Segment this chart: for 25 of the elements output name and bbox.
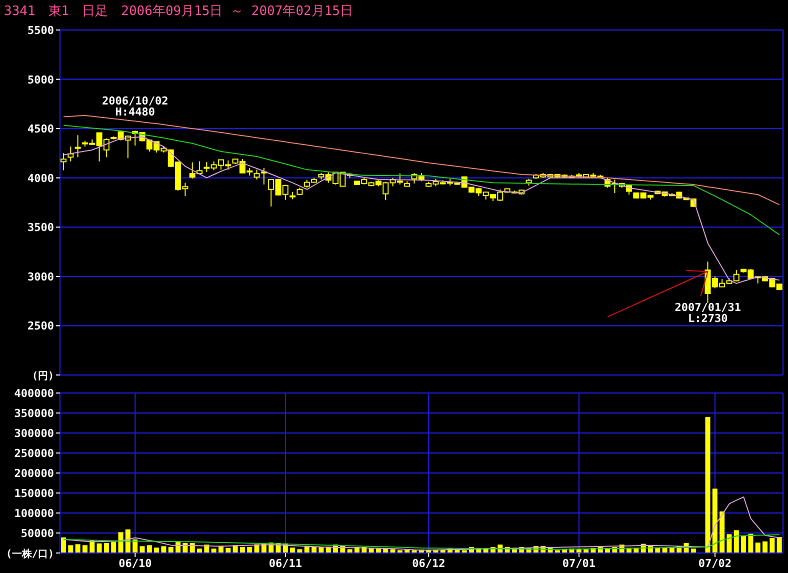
y-tick-label: 50000 xyxy=(20,527,54,540)
y-tick-label: (円) xyxy=(32,371,54,382)
y-tick-label: 350000 xyxy=(14,407,54,420)
x-tick-label: 06/11 xyxy=(268,556,302,570)
y-tick-label: 150000 xyxy=(14,487,54,500)
y-tick-label: 2500 xyxy=(28,320,54,333)
annotation: 2006/10/02 H:4480 xyxy=(102,94,168,119)
y-tick-label: 4000 xyxy=(28,172,54,185)
y-tick-label: 3500 xyxy=(28,221,54,234)
y-tick-label: 250000 xyxy=(14,447,54,460)
y-tick-label: 4500 xyxy=(28,122,54,136)
y-tick-label: 5500 xyxy=(28,24,54,37)
y-tick-label: 100000 xyxy=(14,507,54,520)
y-tick-label: 400000 xyxy=(14,387,54,400)
y-tick-label: 300000 xyxy=(14,427,54,440)
x-tick-label: 07/02 xyxy=(698,556,732,570)
x-tick-label: 07/01 xyxy=(562,556,596,570)
y-tick-label: 200000 xyxy=(14,467,54,480)
x-tick-label: 06/12 xyxy=(412,556,446,570)
y-tick-label: 5000 xyxy=(28,73,54,86)
chart-title: 3341 東1 日足 2006年09月15日 ～ 2007年02月15日 xyxy=(4,3,354,20)
annotation: 2007/01/31 L:2730 xyxy=(674,301,742,326)
y-tick-label: (一株/口) xyxy=(6,548,54,560)
x-tick-label: 06/10 xyxy=(118,556,152,570)
y-tick-label: 3000 xyxy=(28,270,54,284)
